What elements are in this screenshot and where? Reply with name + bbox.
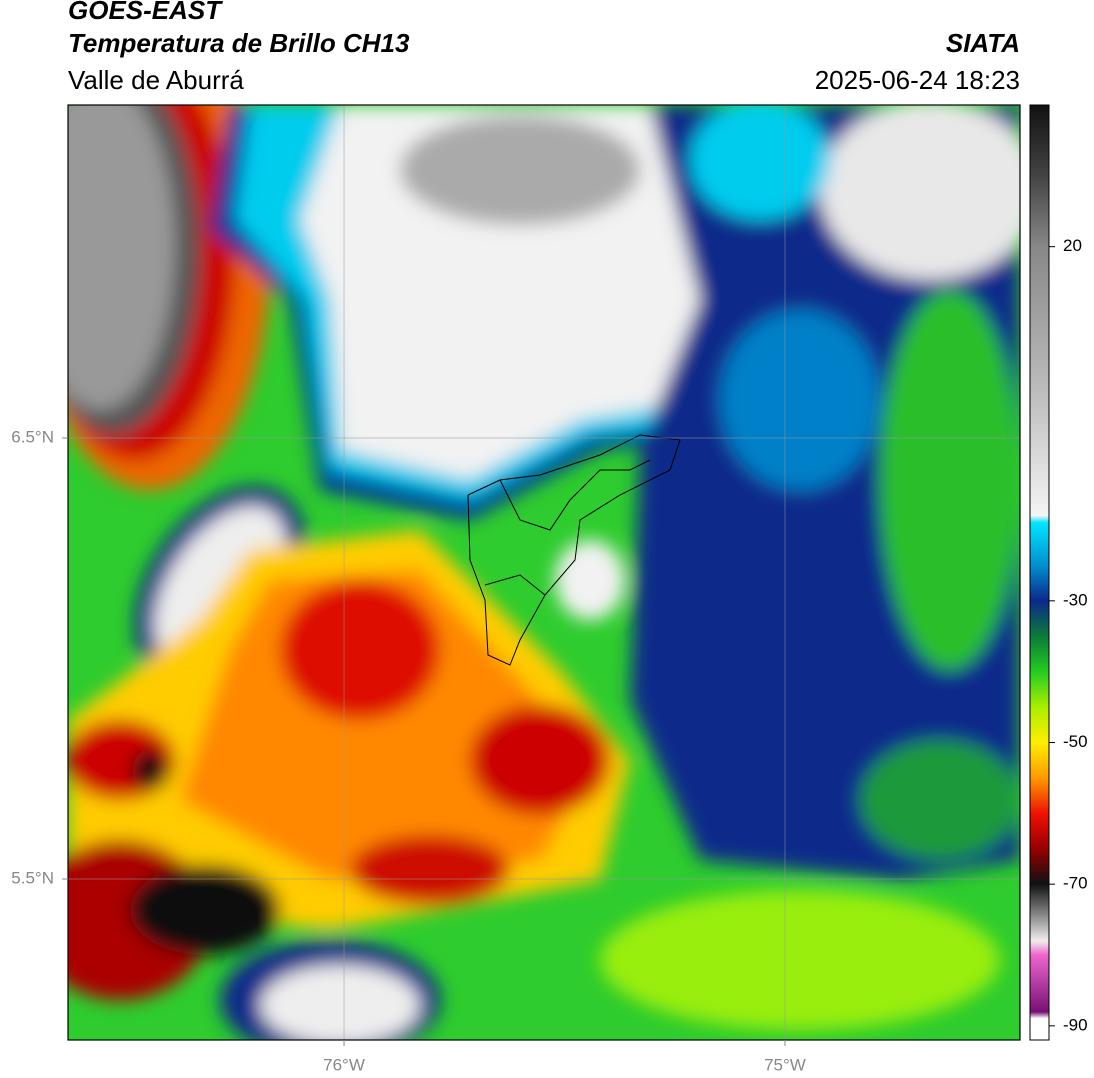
colorbar (1029, 104, 1050, 1041)
satellite-image (68, 105, 1020, 1040)
colorbar-tick-label: 20 (1063, 236, 1082, 255)
x-tick-label: 76°W (323, 1055, 365, 1074)
y-tick-label: 5.5°N (11, 869, 54, 888)
organization-label: SIATA (946, 28, 1020, 58)
map-frame (67, 104, 1021, 1041)
colorbar-tick-label: -70 (1063, 874, 1088, 893)
colorbar-tick-label: -50 (1063, 732, 1088, 751)
x-tick-label: 75°W (764, 1055, 806, 1074)
region-label: Valle de Aburrá (68, 65, 244, 95)
source-title: GOES-EAST (68, 0, 223, 25)
colorbar-tick-label: -30 (1063, 590, 1088, 609)
datetime-label: 2025-06-24 18:23 (815, 65, 1020, 95)
colorbar-tick-label: -90 (1063, 1015, 1088, 1034)
y-tick-label: 6.5°N (11, 427, 54, 446)
product-title: Temperatura de Brillo CH13 (68, 28, 410, 58)
graticule (68, 105, 1020, 1040)
